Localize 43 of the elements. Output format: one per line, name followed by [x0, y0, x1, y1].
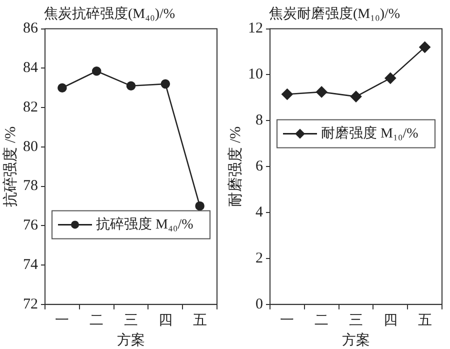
point — [384, 72, 396, 84]
x-tick-label: 三 — [349, 313, 363, 328]
legend-label: 耐磨强度 M₁₀/% — [321, 125, 419, 142]
point — [58, 83, 67, 93]
x-tick-label: 三 — [124, 313, 138, 328]
y-tick-label: 10 — [248, 66, 263, 83]
point — [92, 66, 102, 76]
y-tick-label: 80 — [23, 138, 38, 155]
x-tick-label: 一 — [280, 313, 294, 328]
chart-title: 焦炭耐磨强度(M₁₀)/% — [268, 6, 400, 22]
point — [126, 81, 136, 91]
y-tick-label: 76 — [23, 218, 38, 234]
y-tick-label: 78 — [23, 178, 38, 194]
y-tick-label: 72 — [23, 296, 38, 312]
y-tick-label: 2 — [256, 250, 263, 266]
x-tick-label: 一 — [55, 313, 70, 328]
y-tick-label: 12 — [248, 20, 263, 37]
y-axis-title: 抗碎强度 /% — [2, 126, 19, 207]
x-axis-title: 方案 — [342, 331, 370, 348]
y-tick-label: 6 — [256, 158, 264, 175]
legend-label: 抗碎强度 M₄₀/% — [96, 216, 194, 232]
x-tick-label: 五 — [192, 313, 207, 328]
point — [282, 88, 293, 100]
y-tick-label: 8 — [256, 112, 263, 129]
point — [419, 42, 430, 53]
point — [195, 201, 204, 211]
chart-title: 焦炭抗碎强度(M₄₀)/% — [44, 6, 176, 22]
x-tick-label: 二 — [314, 313, 329, 328]
point — [350, 90, 362, 102]
x-tick-label: 四 — [383, 313, 398, 328]
point — [160, 79, 170, 89]
y-tick-label: 82 — [23, 99, 38, 116]
x-tick-label: 二 — [90, 313, 104, 328]
y-tick-label: 86 — [23, 20, 38, 37]
point — [316, 86, 328, 98]
y-tick-label: 0 — [256, 296, 263, 312]
y-axis-title: 耐磨强度 /% — [226, 126, 244, 207]
y-tick-label: 74 — [23, 256, 38, 273]
x-tick-label: 四 — [158, 313, 172, 328]
x-tick-label: 五 — [418, 313, 432, 328]
y-tick-label: 84 — [23, 60, 38, 76]
x-axis-title: 方案 — [117, 331, 145, 348]
y-tick-label: 4 — [256, 204, 264, 220]
